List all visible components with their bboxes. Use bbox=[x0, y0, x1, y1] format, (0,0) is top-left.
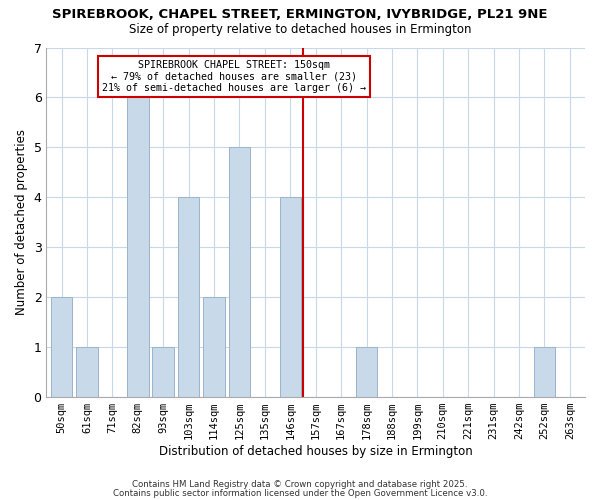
Bar bbox=[280, 197, 301, 396]
Bar bbox=[203, 297, 225, 396]
Text: Contains public sector information licensed under the Open Government Licence v3: Contains public sector information licen… bbox=[113, 488, 487, 498]
Text: Size of property relative to detached houses in Ermington: Size of property relative to detached ho… bbox=[129, 22, 471, 36]
Y-axis label: Number of detached properties: Number of detached properties bbox=[15, 129, 28, 315]
Bar bbox=[178, 197, 199, 396]
Bar bbox=[356, 346, 377, 397]
X-axis label: Distribution of detached houses by size in Ermington: Distribution of detached houses by size … bbox=[159, 444, 473, 458]
Text: Contains HM Land Registry data © Crown copyright and database right 2025.: Contains HM Land Registry data © Crown c… bbox=[132, 480, 468, 489]
Bar bbox=[229, 147, 250, 396]
Bar bbox=[533, 346, 555, 397]
Bar bbox=[152, 346, 174, 397]
Text: SPIREBROOK CHAPEL STREET: 150sqm
← 79% of detached houses are smaller (23)
21% o: SPIREBROOK CHAPEL STREET: 150sqm ← 79% o… bbox=[103, 60, 367, 93]
Bar bbox=[76, 346, 98, 397]
Bar bbox=[127, 98, 149, 397]
Text: SPIREBROOK, CHAPEL STREET, ERMINGTON, IVYBRIDGE, PL21 9NE: SPIREBROOK, CHAPEL STREET, ERMINGTON, IV… bbox=[52, 8, 548, 20]
Bar bbox=[51, 297, 73, 396]
